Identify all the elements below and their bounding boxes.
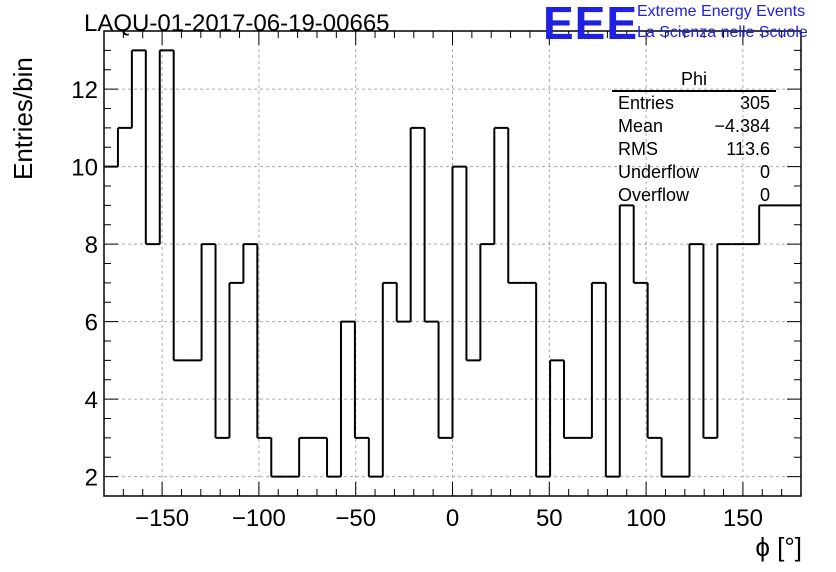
histogram-series [104, 49, 801, 478]
stats-value: 305 [739, 93, 770, 113]
x-tick-label: −150 [135, 505, 189, 532]
stats-value: 113.6 [726, 139, 770, 159]
stats-row-rms: RMS 113.6 [610, 138, 778, 161]
x-tick-label: 50 [536, 505, 563, 532]
chart-title: LAQU-01-2017-06-19-00665 [84, 10, 390, 37]
stats-label: RMS [618, 139, 658, 159]
stats-label: Underflow [618, 162, 700, 182]
stats-box: Phi Entries 305 Mean −4.384 RMS 113.6 Un… [610, 68, 778, 207]
stats-label: Entries [618, 93, 675, 113]
stats-title: Phi [612, 68, 776, 92]
x-tick-label: 0 [446, 505, 459, 532]
y-tick-label: 6 [85, 310, 98, 337]
stats-row-mean: Mean −4.384 [610, 115, 778, 138]
stats-value: −4.384 [714, 116, 770, 136]
y-tick-label: 4 [85, 387, 98, 414]
x-axis-label: ϕ [°] [755, 532, 802, 562]
y-tick-label: 2 [85, 465, 98, 492]
stats-row-underflow: Underflow 0 [610, 161, 778, 184]
stats-value: 0 [759, 185, 770, 205]
eee-logo: EEE [543, 0, 639, 49]
y-tick-label: 12 [71, 77, 98, 104]
logo-caption-line1: Extreme Energy Events [637, 3, 806, 20]
stats-row-overflow: Overflow 0 [610, 184, 778, 207]
x-tick-label: 100 [626, 505, 666, 532]
stats-label: Overflow [618, 185, 690, 205]
tick-labels: −150 −100 −50 0 50 100 150 2 4 6 8 10 12 [71, 77, 763, 532]
y-tick-label: 10 [71, 155, 98, 182]
logo-caption-line2: La Scienza nelle Scuole [637, 24, 808, 41]
y-tick-label: 8 [85, 232, 98, 259]
stats-label: Mean [618, 116, 664, 136]
x-tick-label: 150 [723, 505, 763, 532]
stats-row-entries: Entries 305 [610, 92, 778, 115]
x-tick-label: −50 [335, 505, 376, 532]
y-axis-label: Entries/bin [8, 57, 38, 180]
stats-value: 0 [759, 162, 770, 182]
axis-ticks [103, 30, 802, 497]
x-tick-label: −100 [232, 505, 286, 532]
